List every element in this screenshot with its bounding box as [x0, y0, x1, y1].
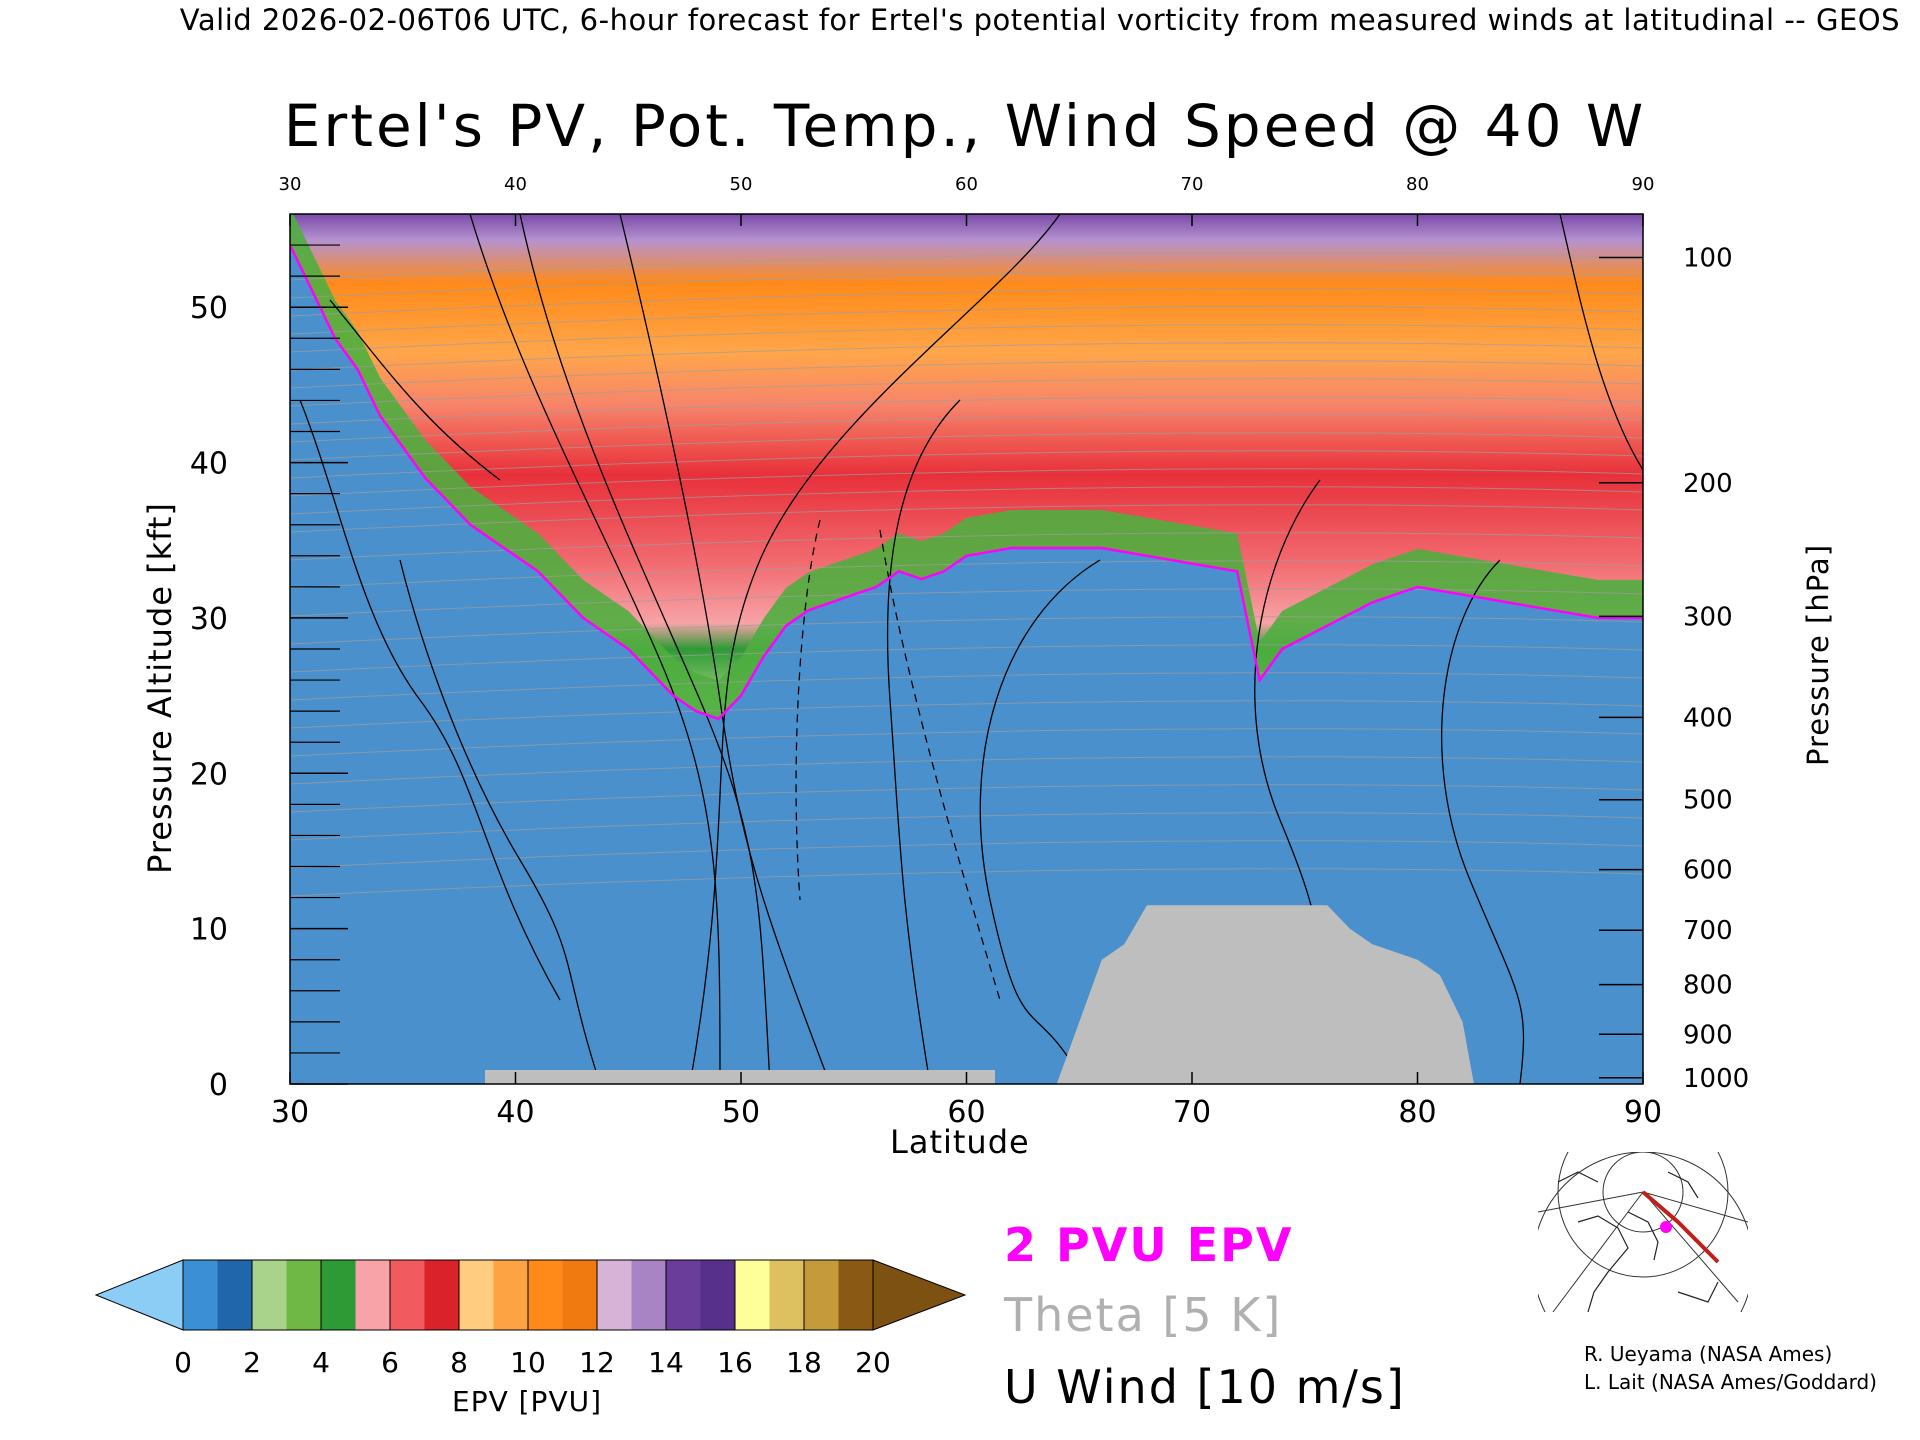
wind-contour: [519, 214, 771, 1084]
theta-contour: [290, 672, 1643, 701]
theta-contour: [290, 784, 1643, 813]
theta-contour: [290, 868, 1643, 897]
map-meridian: [1642, 1191, 1739, 1303]
map-meridian: [1642, 1191, 1748, 1223]
theta-contours: [290, 252, 1643, 897]
theta-contour: [290, 468, 1643, 497]
map-meridian: [1552, 1191, 1644, 1312]
x-tick-label: 90: [1624, 1095, 1662, 1130]
theta-contour: [290, 414, 1643, 443]
y-tick-label: 10: [190, 913, 228, 948]
wind-contour: [329, 299, 501, 481]
wind-contour: [689, 214, 1061, 1084]
pressure-tick-label: 900: [1683, 1020, 1733, 1050]
theta-contour: [290, 644, 1643, 673]
x-tick-label-top: 30: [279, 174, 302, 195]
pv-2pvu-contour: [290, 244, 1643, 721]
pressure-tick-label: 100: [1683, 244, 1733, 274]
x-tick-label-top: 70: [1181, 174, 1204, 195]
pressure-tick-label: 400: [1683, 703, 1733, 733]
x-tick-label: 50: [722, 1095, 760, 1130]
pressure-tick-label: 700: [1683, 916, 1733, 946]
troposphere-field: [290, 245, 1643, 1084]
map-latitude-ring: [1557, 1152, 1729, 1278]
map-section-line: [1641, 1190, 1720, 1264]
theta-contour: [290, 252, 1643, 281]
locator-map: [1538, 1152, 1748, 1312]
colorbar-label: EPV [PVU]: [452, 1385, 603, 1418]
y-axis-label: Pressure Altitude [kft]: [141, 502, 179, 874]
pressure-tick-label: 600: [1683, 856, 1733, 886]
header-subtitle: Valid 2026-02-06T06 UTC, 6-hour forecast…: [179, 3, 1900, 37]
wind-contour: [299, 399, 561, 1001]
y-tick-label: 50: [190, 291, 228, 326]
theta-contour: [290, 378, 1643, 407]
theta-contour: [290, 288, 1643, 317]
y-tick-label: 30: [190, 602, 228, 637]
legend-theta-entry: Theta [5 K]: [1004, 1288, 1283, 1342]
theta-contour: [290, 342, 1643, 371]
x-tick-label-top: 60: [955, 174, 978, 195]
credit-line-1: R. Ueyama (NASA Ames): [1584, 1342, 1833, 1366]
x-tick-label: 30: [271, 1095, 309, 1130]
pressure-tick-label: 800: [1683, 971, 1733, 1001]
x-tick-label-top: 80: [1406, 174, 1429, 195]
pressure-tick-label: 200: [1683, 469, 1733, 499]
map-meridian: [1538, 1191, 1644, 1213]
theta-contour: [290, 432, 1643, 461]
pressure-tick-label: 500: [1683, 786, 1733, 816]
theta-contour: [290, 324, 1643, 353]
wind-contour: [1441, 559, 1525, 1084]
wind-contour-negative: [879, 529, 1001, 1001]
theta-contour: [290, 588, 1643, 617]
theta-contour: [290, 700, 1643, 729]
terrain-strip: [485, 1070, 995, 1084]
theta-contour: [290, 812, 1643, 841]
legend-pv-entry: 2 PVU EPV: [1004, 1218, 1294, 1272]
x-tick-label-top: 90: [1632, 174, 1655, 195]
theta-contour: [290, 306, 1643, 335]
wind-contour-negative: [795, 519, 821, 901]
y2-axis-label: Pressure [hPa]: [1801, 543, 1835, 767]
x-axis-label: Latitude: [890, 1123, 1030, 1161]
map-coastline: [1557, 1171, 1719, 1312]
credit-line-2: L. Lait (NASA Ames/Goddard): [1584, 1370, 1877, 1394]
x-tick-label: 40: [496, 1095, 534, 1130]
y-tick-label: 0: [209, 1068, 228, 1103]
theta-contour: [290, 616, 1643, 645]
theta-contour: [290, 504, 1643, 533]
map-marker: [1660, 1221, 1672, 1233]
x-tick-label-top: 40: [504, 174, 527, 195]
wind-contour: [1559, 214, 1643, 471]
pressure-tick-label: 300: [1683, 602, 1733, 632]
y-tick-label: 20: [190, 757, 228, 792]
wind-contour: [886, 399, 961, 1084]
x-tick-label-top: 50: [730, 174, 753, 195]
wind-contour: [979, 559, 1101, 1061]
x-tick-label: 60: [947, 1095, 985, 1130]
pressure-tick-label: 1000: [1683, 1064, 1749, 1094]
chart-title: Ertel's PV, Pot. Temp., Wind Speed @ 40 …: [283, 92, 1647, 160]
theta-contour: [290, 270, 1643, 299]
axes: 3030404050506060707080809090010203040501…: [190, 174, 1749, 1130]
wind-contour: [469, 214, 721, 1084]
wind-contour: [399, 559, 601, 1084]
wind-contour: [619, 214, 831, 1084]
theta-contour: [290, 360, 1643, 389]
theta-contour: [290, 396, 1643, 425]
theta-contour: [290, 532, 1643, 561]
map-latitude-ring: [1602, 1152, 1684, 1233]
y-tick-label: 40: [190, 447, 228, 482]
terrain-mask: [1056, 905, 1474, 1084]
theta-contour: [290, 450, 1643, 479]
theta-contour: [290, 486, 1643, 515]
x-tick-label: 80: [1398, 1095, 1436, 1130]
legend-uwind-entry: U Wind [10 m/s]: [1004, 1360, 1406, 1414]
x-tick-label: 70: [1173, 1095, 1211, 1130]
